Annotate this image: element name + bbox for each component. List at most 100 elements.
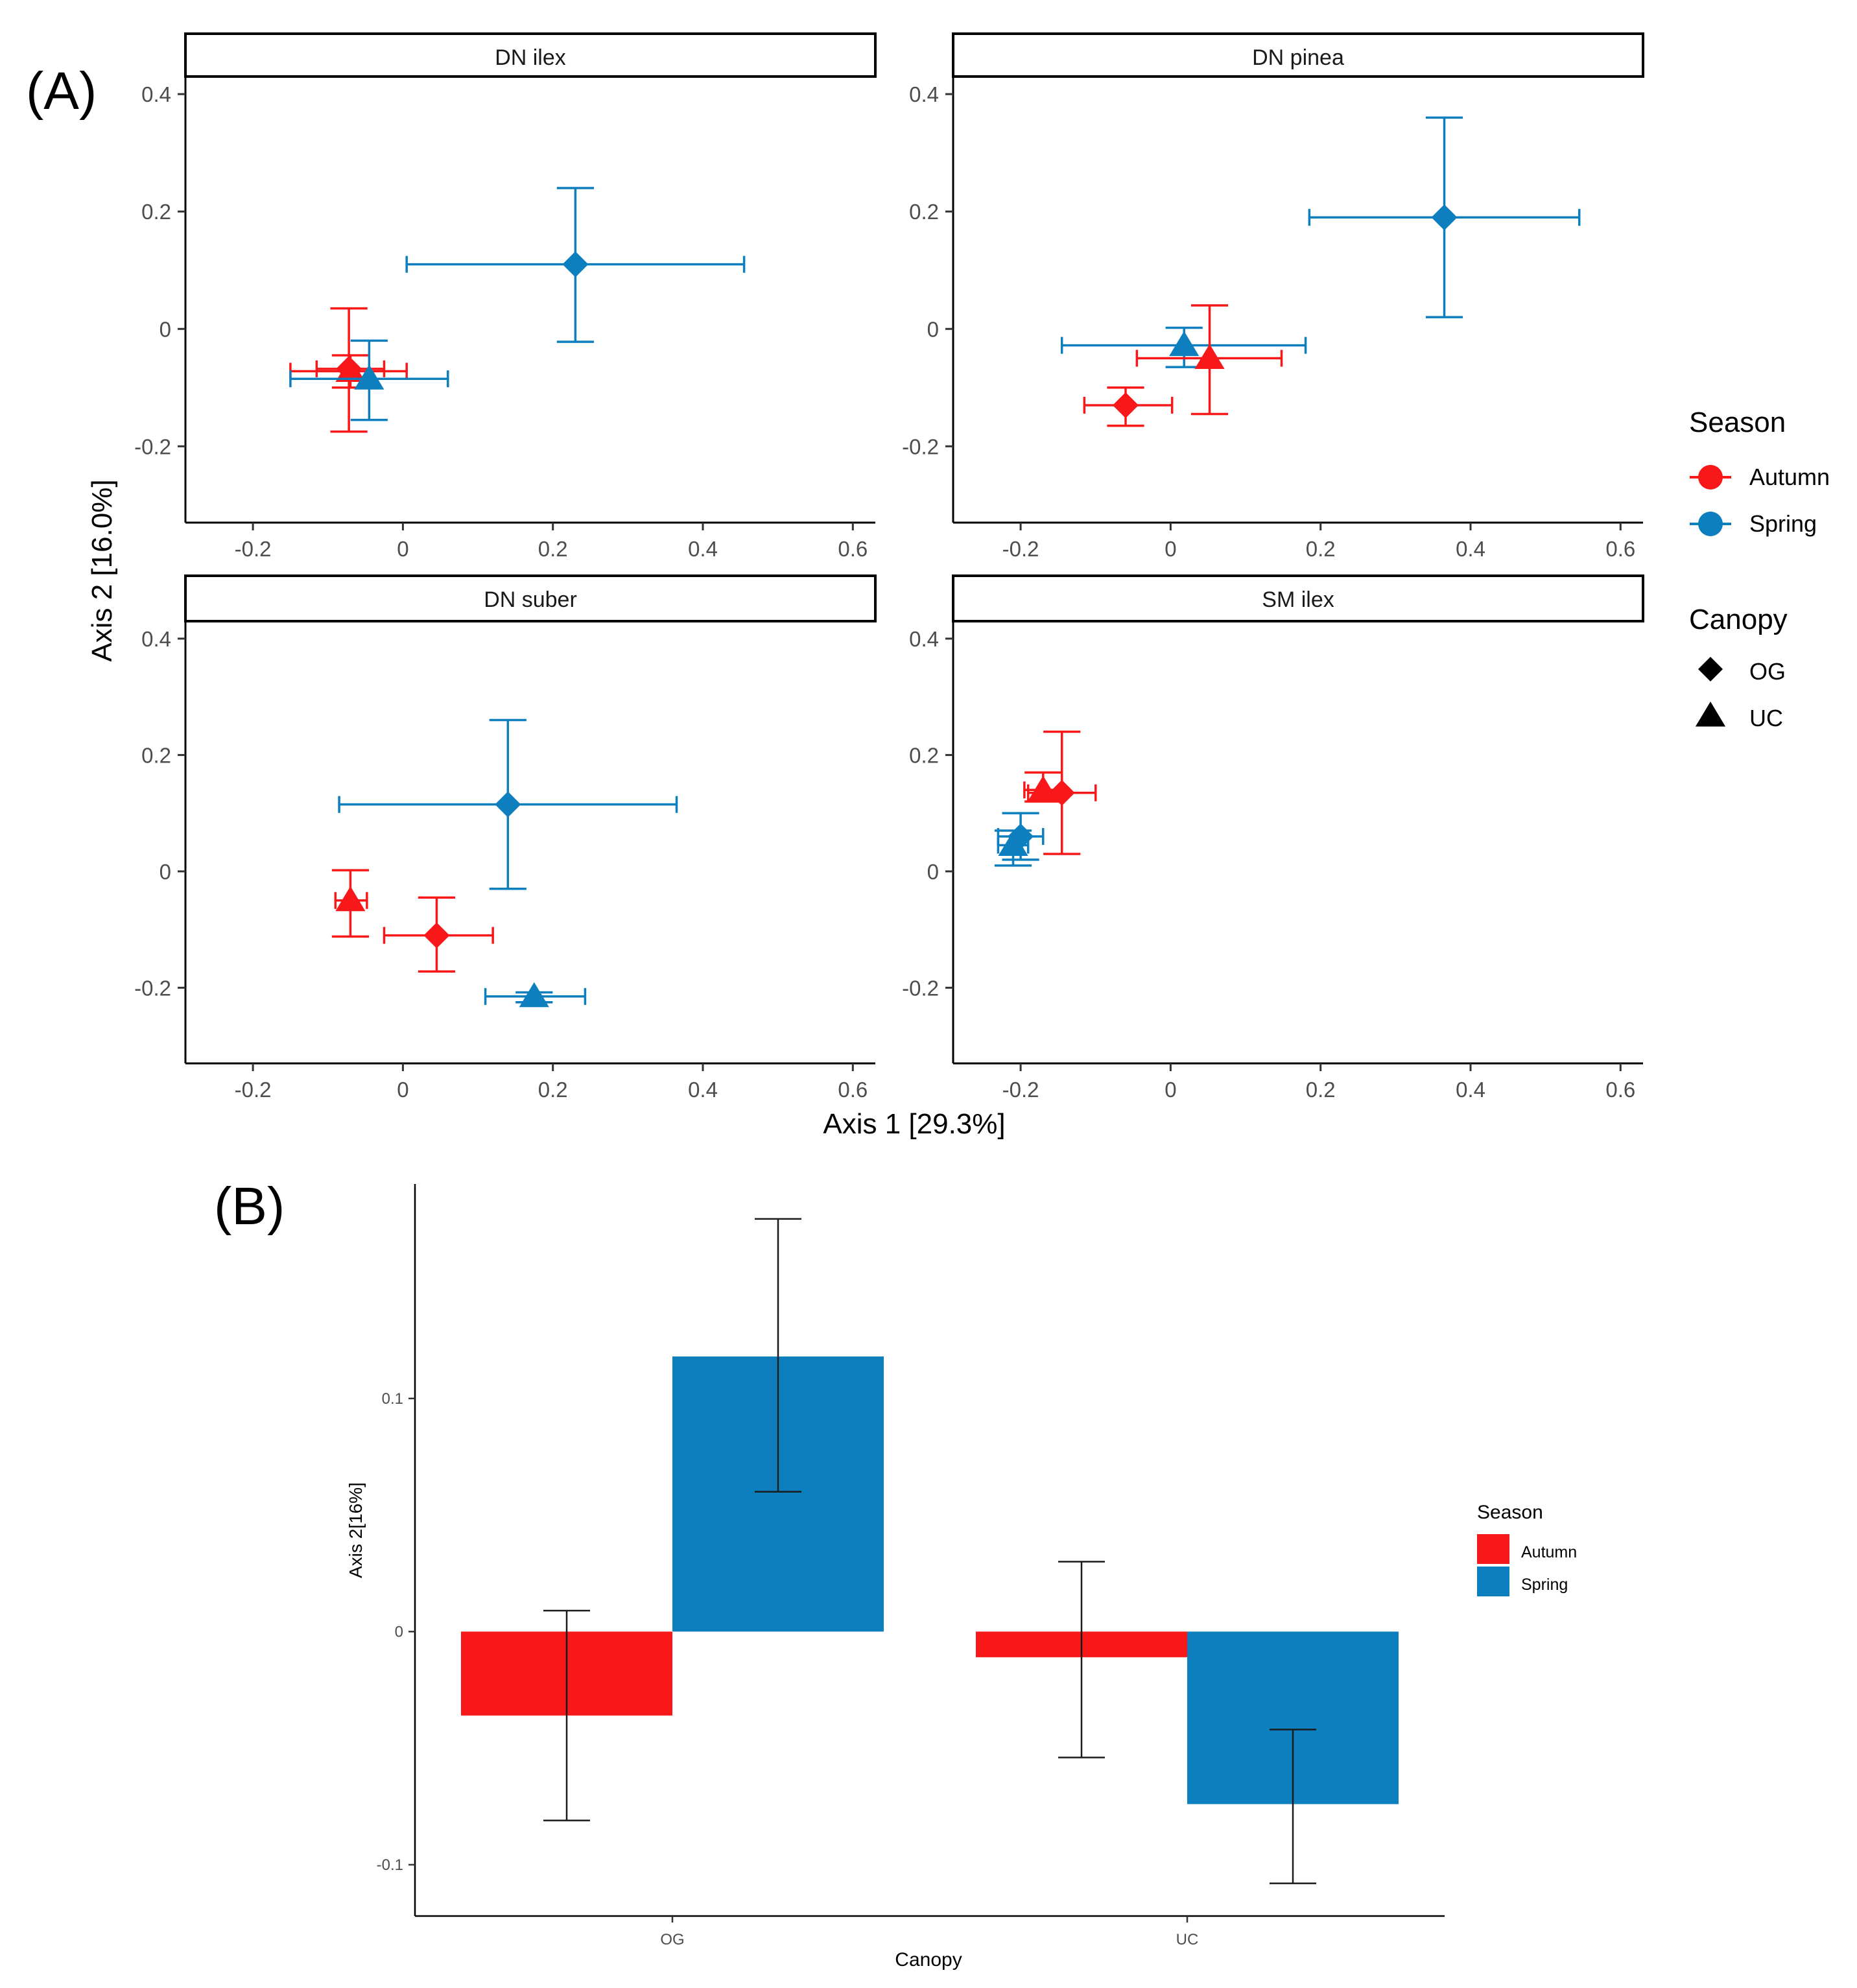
- point-spring-uc: [484, 982, 587, 1008]
- scatter-legend: Season Canopy Autumn Spring OG UC: [1689, 407, 1830, 731]
- bar-uc-spring: [1187, 1631, 1399, 1884]
- y-tick-label: 0.4: [141, 82, 171, 106]
- point-marker-triangle: [335, 357, 366, 382]
- legend-key-diamond: [1698, 657, 1723, 681]
- facet-strip: [184, 574, 877, 622]
- bar-y-tick-label: 0: [395, 1623, 403, 1640]
- legend-season-title: Season: [1689, 407, 1786, 438]
- bar-x-axis-title: Canopy: [895, 1949, 962, 1970]
- x-tick-label: 0.4: [688, 537, 718, 561]
- y-tick-label: -0.2: [134, 976, 171, 1000]
- facet-strip: [952, 32, 1644, 78]
- panel-b-label: (B): [214, 1177, 285, 1236]
- bar-y-tick-label: 0.1: [382, 1390, 403, 1408]
- x-tick-label: 0: [397, 1078, 408, 1102]
- x-tick-label: 0.6: [1605, 537, 1635, 561]
- scatter-x-axis-title: Axis 1 [29.3%]: [823, 1108, 1005, 1140]
- y-tick-label: -0.2: [902, 976, 939, 1000]
- point-spring-og: [338, 718, 678, 890]
- x-tick-label: -0.2: [235, 537, 272, 561]
- legend-key-triangle: [1695, 702, 1726, 727]
- x-tick-label: 0.4: [1456, 537, 1485, 561]
- bar-legend-spring-label: Spring: [1521, 1576, 1568, 1594]
- x-tick-label: 0: [1165, 537, 1176, 561]
- point-spring-uc: [1060, 326, 1307, 368]
- point-autumn-uc: [331, 869, 370, 938]
- y-tick-label: 0.2: [909, 200, 939, 224]
- point-autumn-og: [1083, 386, 1174, 427]
- point-marker-triangle: [354, 364, 384, 390]
- point-marker-diamond: [495, 791, 521, 818]
- facet-strip-label: DN ilex: [495, 45, 566, 70]
- point-marker-diamond: [1048, 779, 1075, 806]
- x-tick-label: 0.4: [1456, 1078, 1485, 1102]
- y-tick-label: 0.4: [909, 627, 939, 651]
- bar-y-tick-label: -0.1: [377, 1856, 403, 1874]
- bar-legend-autumn-label: Autumn: [1521, 1543, 1577, 1561]
- facet-strip: [952, 574, 1644, 622]
- point-spring-og: [405, 187, 746, 343]
- facet-strip-label: DN suber: [484, 587, 577, 612]
- legend-canopy-uc-label: UC: [1749, 705, 1783, 731]
- point-autumn-og: [1026, 730, 1097, 855]
- bar-og-spring: [672, 1218, 884, 1632]
- bar-x-tick-label: UC: [1176, 1931, 1199, 1948]
- x-tick-label: -0.2: [1002, 1078, 1039, 1102]
- y-tick-label: 0: [927, 317, 939, 341]
- facet-dn-suber: DN suber -0.2 0 0.2 0.4 -0.2 0 0.2 0.4 0.6: [134, 574, 877, 1102]
- x-tick-label: -0.2: [1002, 537, 1039, 561]
- x-tick-label: 0: [1165, 1078, 1176, 1102]
- scatter-y-axis-title: Axis 2 [16.0%]: [86, 479, 118, 661]
- point-marker-triangle: [1169, 331, 1200, 357]
- facet-strip-label: DN pinea: [1252, 45, 1344, 70]
- x-tick-label: -0.2: [235, 1078, 272, 1102]
- x-tick-label: 0.2: [538, 537, 568, 561]
- point-marker-triangle: [1194, 344, 1225, 370]
- point-spring-og: [997, 812, 1045, 861]
- legend-season-spring-label: Spring: [1749, 510, 1817, 537]
- point-marker-triangle: [335, 886, 366, 912]
- bar-legend-key-spring: [1477, 1567, 1509, 1596]
- y-tick-label: 0.4: [141, 627, 171, 651]
- x-tick-label: 0.2: [1306, 1078, 1336, 1102]
- point-marker-diamond: [423, 922, 450, 949]
- bar-x-tick-label: OG: [660, 1931, 684, 1948]
- panel-a-label: (A): [26, 62, 97, 121]
- legend-key-spring: [1690, 512, 1731, 536]
- bar-legend-title: Season: [1477, 1502, 1543, 1523]
- point-spring-uc: [289, 339, 449, 421]
- legend-key-dot: [1698, 512, 1723, 536]
- y-tick-label: 0.2: [141, 200, 171, 224]
- facet-scatter-plots: DN ilex -0.2 0 0.2 0.4 -0.2 0 0.2 0.4 0.6 DN pinea…: [134, 32, 1644, 1102]
- x-tick-label: 0.2: [538, 1078, 568, 1102]
- facet-sm-ilex: SM ilex -0.2 0 0.2 0.4 -0.2 0 0.2 0.4 0.6: [902, 574, 1644, 1102]
- point-spring-og: [1308, 116, 1581, 318]
- legend-key-autumn: [1690, 465, 1731, 490]
- point-autumn-og: [383, 896, 494, 973]
- x-tick-label: 0.4: [688, 1078, 718, 1102]
- point-marker-diamond: [1113, 392, 1139, 418]
- legend-canopy-og-label: OG: [1749, 658, 1786, 685]
- x-tick-label: 0.6: [838, 1078, 868, 1102]
- x-tick-label: 0.6: [1605, 1078, 1635, 1102]
- bar-legend-key-autumn: [1477, 1534, 1509, 1564]
- y-tick-label: 0: [160, 860, 171, 884]
- legend-key-dot: [1698, 465, 1723, 490]
- facet-dn-pinea: DN pinea -0.2 0 0.2 0.4 -0.2 0 0.2 0.4 0.6: [902, 32, 1644, 561]
- y-tick-label: 0.2: [909, 743, 939, 767]
- bar-y-axis-title: Axis 2[16%]: [346, 1482, 366, 1578]
- y-tick-label: 0: [160, 317, 171, 341]
- bar-legend: Season Autumn Spring: [1477, 1502, 1577, 1596]
- legend-canopy-title: Canopy: [1689, 604, 1788, 635]
- bar-uc-autumn: [976, 1561, 1187, 1758]
- facet-strip-label: SM ilex: [1262, 587, 1334, 612]
- y-tick-label: 0.4: [909, 82, 939, 106]
- y-tick-label: 0: [927, 860, 939, 884]
- x-tick-label: 0.2: [1306, 537, 1336, 561]
- x-tick-label: 0: [397, 537, 408, 561]
- bar-chart: -0.1 0 0.1 OG UC: [377, 1184, 1445, 1948]
- facet-strip: [184, 32, 877, 78]
- x-tick-label: 0.6: [838, 537, 868, 561]
- point-autumn-uc: [1135, 304, 1283, 416]
